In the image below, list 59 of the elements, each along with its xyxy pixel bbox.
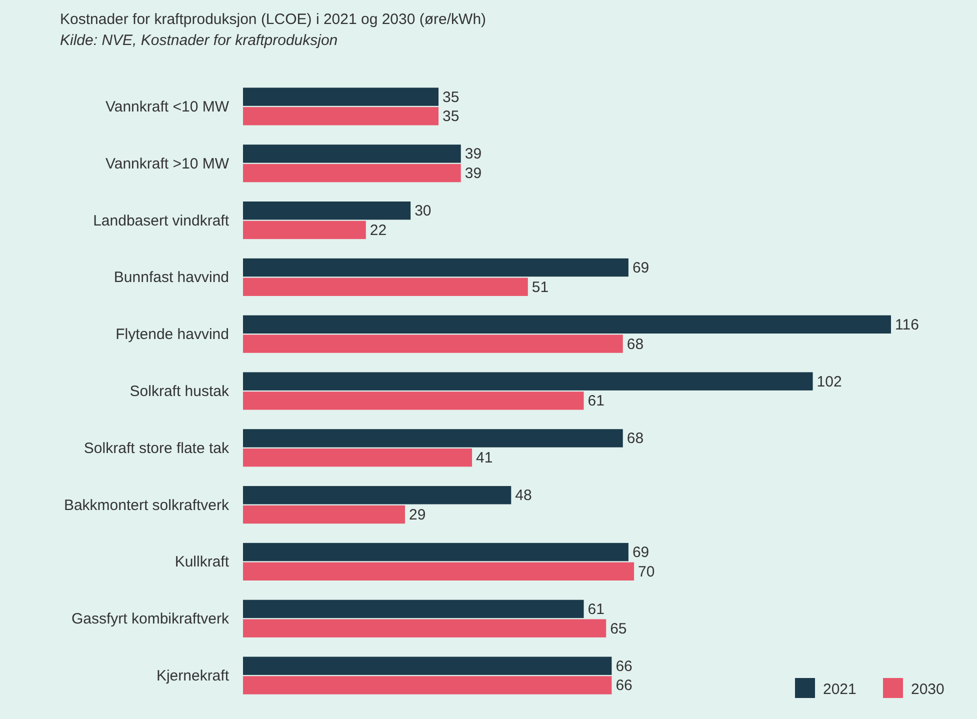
data-label: 29: [409, 506, 426, 524]
y-tick-label: Bunnfast havvind: [114, 269, 229, 286]
data-label: 39: [464, 165, 482, 182]
y-tick-label: Flytende havvind: [116, 326, 229, 344]
y-tick-label: Kjernekraft: [156, 668, 230, 685]
data-label: 39: [464, 146, 482, 163]
data-label: 66: [616, 658, 632, 675]
data-label: 22: [370, 222, 387, 239]
data-label: 69: [632, 260, 650, 277]
data-label: 68: [626, 336, 644, 353]
legend-label: 2030: [911, 681, 944, 698]
y-tick-label: Gassfyrt kombikraftverk: [71, 610, 230, 628]
bar: [243, 202, 411, 220]
bar: [243, 107, 439, 126]
bar: [243, 392, 584, 410]
bar: [243, 258, 628, 277]
bar: [243, 562, 634, 580]
bar: [243, 676, 612, 694]
data-label: 30: [414, 202, 432, 220]
y-tick-label: Solkraft hustak: [130, 383, 230, 400]
data-label: 41: [476, 450, 493, 467]
bar: [243, 429, 623, 448]
bar: [243, 619, 606, 638]
bar: [243, 164, 461, 182]
y-tick-label: Kullkraft: [174, 554, 230, 571]
data-label: 35: [442, 108, 460, 126]
data-label: 102: [816, 373, 842, 390]
data-label: 69: [632, 544, 650, 562]
data-label: 61: [588, 600, 604, 618]
chart-subtitle: Kilde: NVE, Kostnader for kraftproduksjon: [60, 32, 338, 49]
y-tick-label: Vannkraft >10 MW: [105, 155, 230, 172]
bar: [243, 315, 891, 334]
bar: [243, 88, 439, 106]
bar: [243, 600, 584, 618]
bar: [243, 486, 512, 504]
y-tick-label: Vannkraft <10 MW: [105, 98, 230, 116]
legend-label: 2021: [823, 681, 856, 698]
bar: [243, 505, 405, 524]
data-label: 116: [895, 316, 919, 334]
data-label: 61: [588, 392, 604, 410]
bar: [243, 220, 366, 240]
data-label: 48: [515, 487, 532, 504]
bar: [243, 144, 461, 163]
bar: [243, 656, 612, 675]
y-tick-label: Bakkmontert solkraftverk: [64, 496, 230, 514]
bar: [243, 448, 472, 467]
bar: [243, 278, 528, 296]
data-label: 35: [442, 88, 460, 106]
data-label: 51: [532, 278, 549, 296]
chart-title: Kostnader for kraftproduksjon (LCOE) i 2021 og 2030 (øre/kWh): [60, 11, 486, 28]
y-tick-label: Solkraft store flate tak: [84, 440, 230, 457]
bar: [243, 372, 813, 390]
bar: [243, 542, 628, 562]
y-tick-label: Landbasert vindkraft: [93, 212, 230, 230]
data-label: 68: [626, 430, 644, 448]
data-label: 66: [616, 677, 632, 694]
data-label: 65: [610, 620, 627, 638]
data-label: 70: [638, 563, 655, 580]
bar: [243, 334, 623, 353]
